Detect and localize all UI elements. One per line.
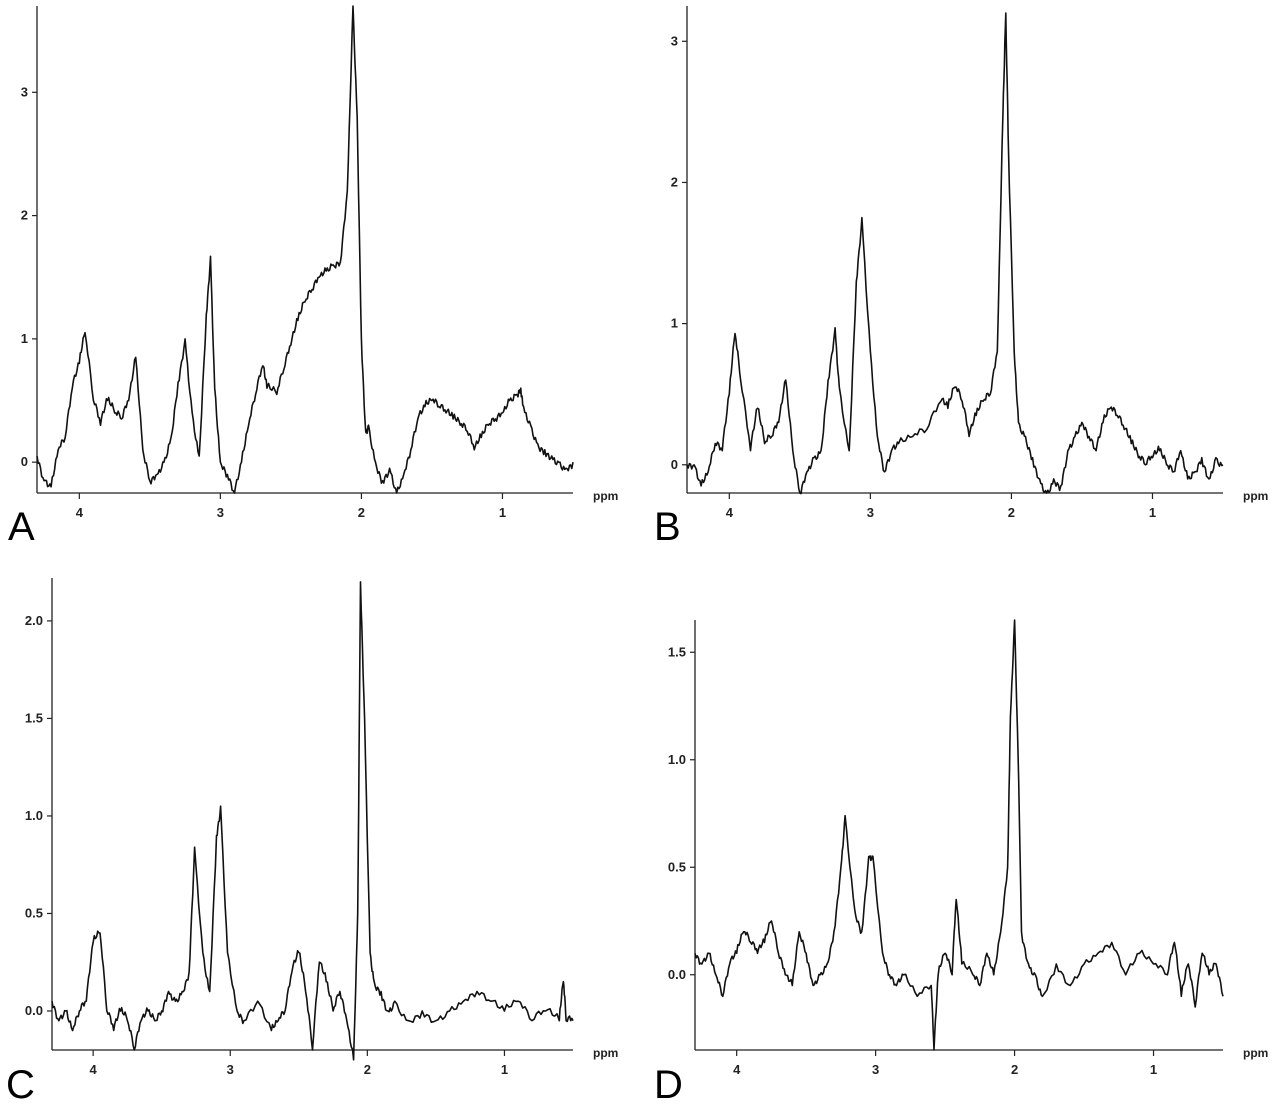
panel-letter: B (654, 505, 681, 549)
y-tick-label: 0.5 (668, 859, 686, 874)
spectrum-panel-c: 0.0 0.5 1.0 1.5 2.0 4 3 2 1 ppm C (6, 578, 618, 1104)
y-tick-label: 1.0 (25, 808, 43, 823)
x-tick-label: 2 (358, 505, 365, 520)
y-tick-label: 0.0 (25, 1003, 43, 1018)
y-tick-label: 1.0 (668, 752, 686, 767)
x-axis-label: ppm (1243, 489, 1268, 503)
x-tick-label: 4 (76, 505, 84, 520)
x-axis-label: ppm (593, 489, 618, 503)
x-tick-label: 4 (733, 1062, 741, 1077)
x-tick-label: 3 (872, 1062, 879, 1077)
x-tick-label: 4 (90, 1062, 98, 1077)
spectrum-panel-a: 0 1 2 3 4 3 2 1 ppm A (8, 5, 618, 549)
spectrum-trace (36, 5, 574, 494)
panel-letter: C (6, 1063, 35, 1104)
y-tick-label: 0.0 (668, 967, 686, 982)
x-tick-label: 2 (1008, 505, 1015, 520)
x-tick-label: 3 (227, 1062, 234, 1077)
x-tick-label: 3 (867, 505, 874, 520)
panel-letter: D (654, 1063, 683, 1104)
y-tick-label: 1 (21, 331, 28, 346)
x-tick-label: 4 (726, 505, 734, 520)
x-axis-label: ppm (1243, 1046, 1268, 1060)
y-tick-label: 1.5 (25, 710, 43, 725)
x-tick-label: 1 (501, 1062, 508, 1077)
x-tick-label: 2 (364, 1062, 371, 1077)
y-tick-label: 3 (671, 33, 678, 48)
y-tick-label: 0 (671, 457, 678, 472)
x-tick-label: 3 (217, 505, 224, 520)
y-tick-label: 2.0 (25, 613, 43, 628)
spectrum-panel-b: 0 1 2 3 4 3 2 1 ppm B (654, 6, 1268, 549)
y-tick-label: 1.5 (668, 644, 686, 659)
y-tick-label: 2 (671, 174, 678, 189)
spectrum-trace (686, 12, 1224, 495)
y-tick-label: 3 (21, 84, 28, 99)
y-tick-label: 0.5 (25, 905, 43, 920)
x-axis-label: ppm (593, 1046, 618, 1060)
spectrum-trace (51, 581, 574, 1061)
spectrum-trace (694, 619, 1224, 1051)
spectrum-panel-d: 0.0 0.5 1.0 1.5 4 3 2 1 ppm D (654, 619, 1268, 1104)
y-tick-label: 1 (671, 316, 678, 331)
y-tick-label: 0 (21, 454, 28, 469)
y-tick-label: 2 (21, 208, 28, 223)
panel-letter: A (8, 505, 35, 549)
x-tick-label: 1 (499, 505, 506, 520)
x-tick-label: 1 (1149, 505, 1156, 520)
x-tick-label: 1 (1150, 1062, 1157, 1077)
x-tick-label: 2 (1011, 1062, 1018, 1077)
